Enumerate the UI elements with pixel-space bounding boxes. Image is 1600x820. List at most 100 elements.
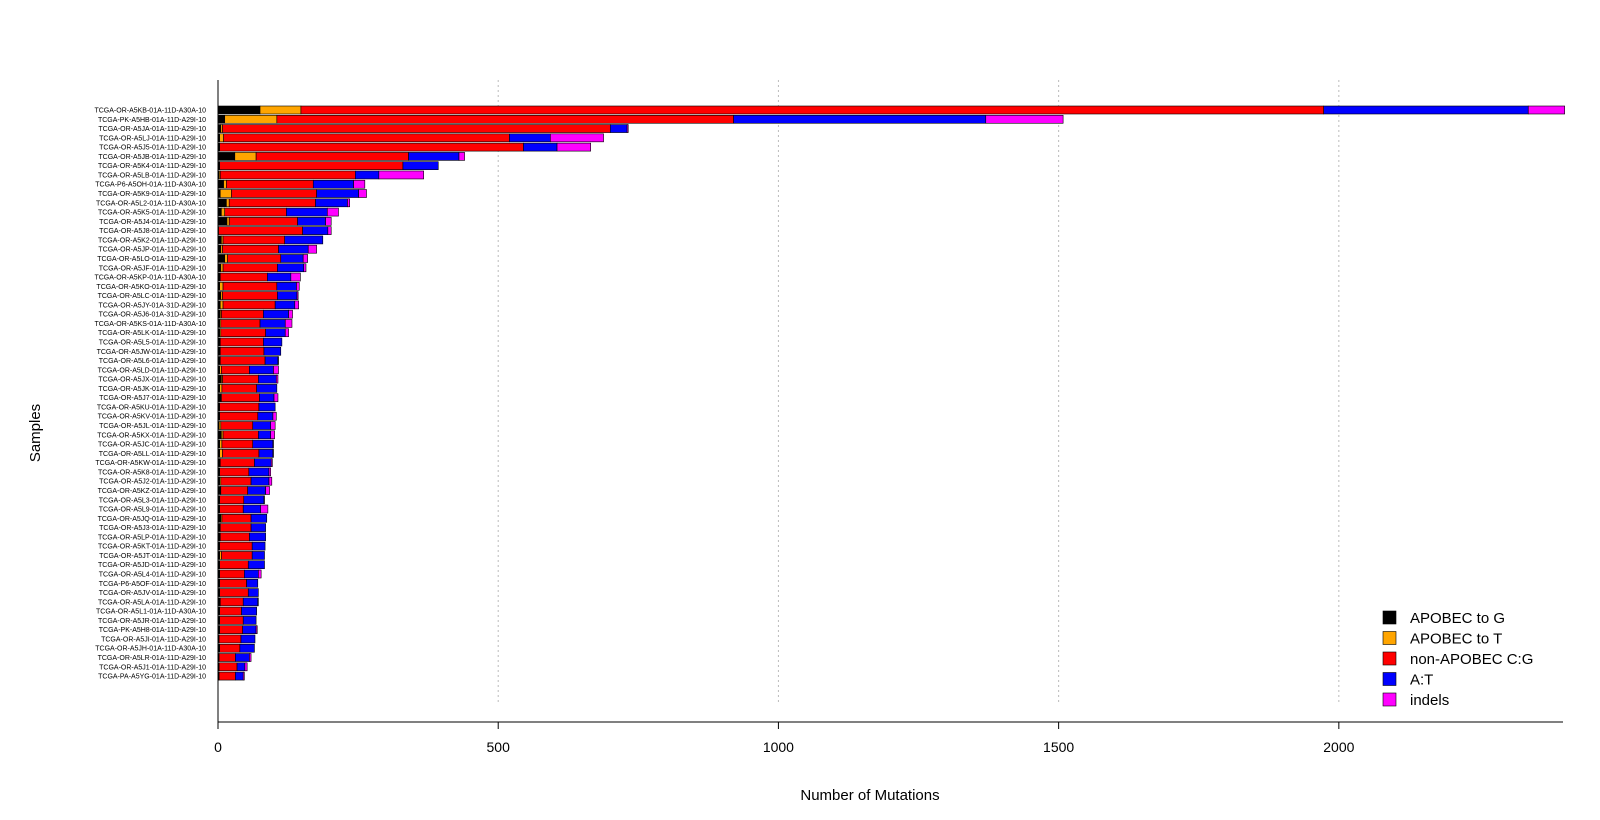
sample-label: TCGA-PA-A5YG-01A-11D-A29I-10 bbox=[98, 674, 206, 681]
bar-segment bbox=[221, 207, 226, 217]
bar-row bbox=[217, 402, 276, 412]
bar-segment bbox=[241, 606, 257, 616]
bar-segment bbox=[219, 411, 259, 421]
bar-segment bbox=[270, 430, 275, 440]
bar-segment bbox=[609, 124, 628, 133]
legend-label: indels bbox=[1410, 692, 1449, 709]
bar-segment bbox=[263, 309, 289, 319]
sample-label: TCGA-OR-A5J3-01A-11D-A29I-10 bbox=[99, 525, 206, 532]
bar-segment bbox=[222, 235, 285, 245]
bars-layer bbox=[217, 105, 1565, 681]
bar-segment bbox=[255, 625, 258, 634]
bar-segment bbox=[219, 458, 255, 467]
bar-row bbox=[217, 643, 255, 653]
x-tick-label: 1000 bbox=[763, 739, 794, 755]
bar-segment bbox=[284, 319, 293, 328]
sample-label: TCGA-OR-A5KX-01A-11D-A29I-10 bbox=[97, 432, 206, 439]
sample-label: TCGA-OR-A5JD-01A-11D-A29I-10 bbox=[98, 562, 206, 569]
bar-segment bbox=[277, 263, 305, 273]
bar-row bbox=[217, 300, 299, 310]
sample-label: TCGA-OR-A5LO-01A-11D-A29I-10 bbox=[97, 256, 206, 263]
bar-row bbox=[217, 439, 274, 449]
bar-segment bbox=[219, 504, 244, 514]
sample-label: TCGA-OR-A5JY-01A-31D-A29I-10 bbox=[98, 302, 206, 309]
bar-row bbox=[217, 449, 274, 458]
bar-segment bbox=[224, 207, 287, 217]
bar-segment bbox=[222, 124, 611, 133]
bar-segment bbox=[249, 532, 266, 542]
sample-label: TCGA-OR-A5LK-01A-11D-A29I-10 bbox=[98, 330, 206, 337]
bar-segment bbox=[272, 411, 277, 421]
bar-segment bbox=[219, 532, 250, 542]
sample-label: TCGA-OR-A5K5-01A-11D-A29I-10 bbox=[98, 210, 206, 217]
sample-label: TCGA-OR-A5LC-01A-11D-A29I-10 bbox=[98, 293, 207, 300]
bar-segment bbox=[254, 458, 272, 467]
bar-segment bbox=[218, 671, 236, 681]
bar-row bbox=[217, 226, 332, 235]
bar-segment bbox=[249, 365, 274, 375]
legend-item: APOBEC to G bbox=[1382, 610, 1505, 627]
sample-label: TCGA-OR-A5J4-01A-11D-A29I-10 bbox=[99, 219, 206, 226]
bar-row bbox=[217, 272, 301, 282]
bar-segment bbox=[219, 189, 232, 198]
bar-segment bbox=[270, 458, 273, 467]
legend: APOBEC to G APOBEC to T non-APOBEC C:G A:T i… bbox=[1382, 610, 1533, 709]
bar-segment bbox=[258, 569, 262, 579]
bar-segment bbox=[259, 393, 275, 402]
legend-label: non-APOBEC C:G bbox=[1410, 651, 1533, 668]
bar-segment bbox=[240, 634, 256, 644]
bar-segment bbox=[219, 560, 249, 570]
sample-label: TCGA-OR-A5JL-01A-11D-A29I-10 bbox=[99, 423, 206, 430]
bar-segment bbox=[220, 486, 249, 495]
bar-segment bbox=[255, 152, 409, 161]
bar-segment bbox=[325, 217, 332, 226]
legend-swatch bbox=[1382, 672, 1397, 686]
sample-label: TCGA-OR-A5L5-01A-11D-A29I-10 bbox=[99, 340, 206, 347]
bar-segment bbox=[217, 217, 228, 226]
bar-row bbox=[217, 142, 591, 152]
bar-segment bbox=[408, 152, 460, 161]
sample-label: TCGA-OR-A5KZ-01A-11D-A29I-10 bbox=[98, 488, 207, 495]
bar-row bbox=[217, 365, 279, 375]
bar-segment bbox=[248, 467, 270, 477]
bar-row bbox=[217, 161, 439, 170]
sample-label: TCGA-OR-A5KB-01A-11D-A30A-10 bbox=[94, 108, 206, 115]
bar-segment bbox=[284, 235, 324, 245]
bar-segment bbox=[296, 282, 300, 291]
bar-row bbox=[217, 495, 265, 505]
sample-label: TCGA-OR-A5JB-01A-11D-A29I-10 bbox=[98, 154, 206, 161]
bar-segment bbox=[219, 161, 404, 170]
sample-label: TCGA-OR-A5L9-01A-11D-A29I-10 bbox=[99, 507, 206, 514]
bar-segment bbox=[402, 161, 439, 170]
bar-segment bbox=[219, 272, 268, 282]
bar-segment bbox=[733, 114, 987, 124]
bar-segment bbox=[263, 346, 282, 356]
bar-segment bbox=[259, 105, 302, 115]
bar-segment bbox=[257, 597, 259, 607]
bar-segment bbox=[231, 189, 317, 198]
bar-segment bbox=[284, 328, 289, 338]
bar-segment bbox=[1527, 105, 1565, 115]
bar-segment bbox=[219, 606, 242, 616]
bar-row bbox=[217, 235, 324, 245]
bar-segment bbox=[219, 282, 224, 291]
bar-segment bbox=[249, 653, 252, 662]
bar-segment bbox=[252, 421, 271, 430]
bar-segment bbox=[251, 551, 265, 560]
bar-segment bbox=[280, 254, 304, 263]
bar-segment bbox=[290, 272, 301, 282]
bar-segment bbox=[219, 541, 253, 551]
bar-row bbox=[217, 504, 269, 514]
bar-segment bbox=[235, 671, 244, 681]
sample-label: TCGA-OR-A5JI-01A-11D-A29I-10 bbox=[101, 636, 206, 643]
bar-row bbox=[217, 514, 268, 523]
bar-segment bbox=[219, 597, 244, 607]
bar-segment bbox=[219, 467, 250, 477]
bar-segment bbox=[265, 328, 286, 338]
sample-label: TCGA-PK-A5H8-01A-11D-A29I-10 bbox=[99, 627, 206, 634]
bar-segment bbox=[220, 263, 224, 273]
bar-segment bbox=[244, 569, 259, 579]
bar-row bbox=[217, 356, 279, 365]
bar-segment bbox=[218, 634, 242, 644]
bar-segment bbox=[242, 671, 245, 681]
